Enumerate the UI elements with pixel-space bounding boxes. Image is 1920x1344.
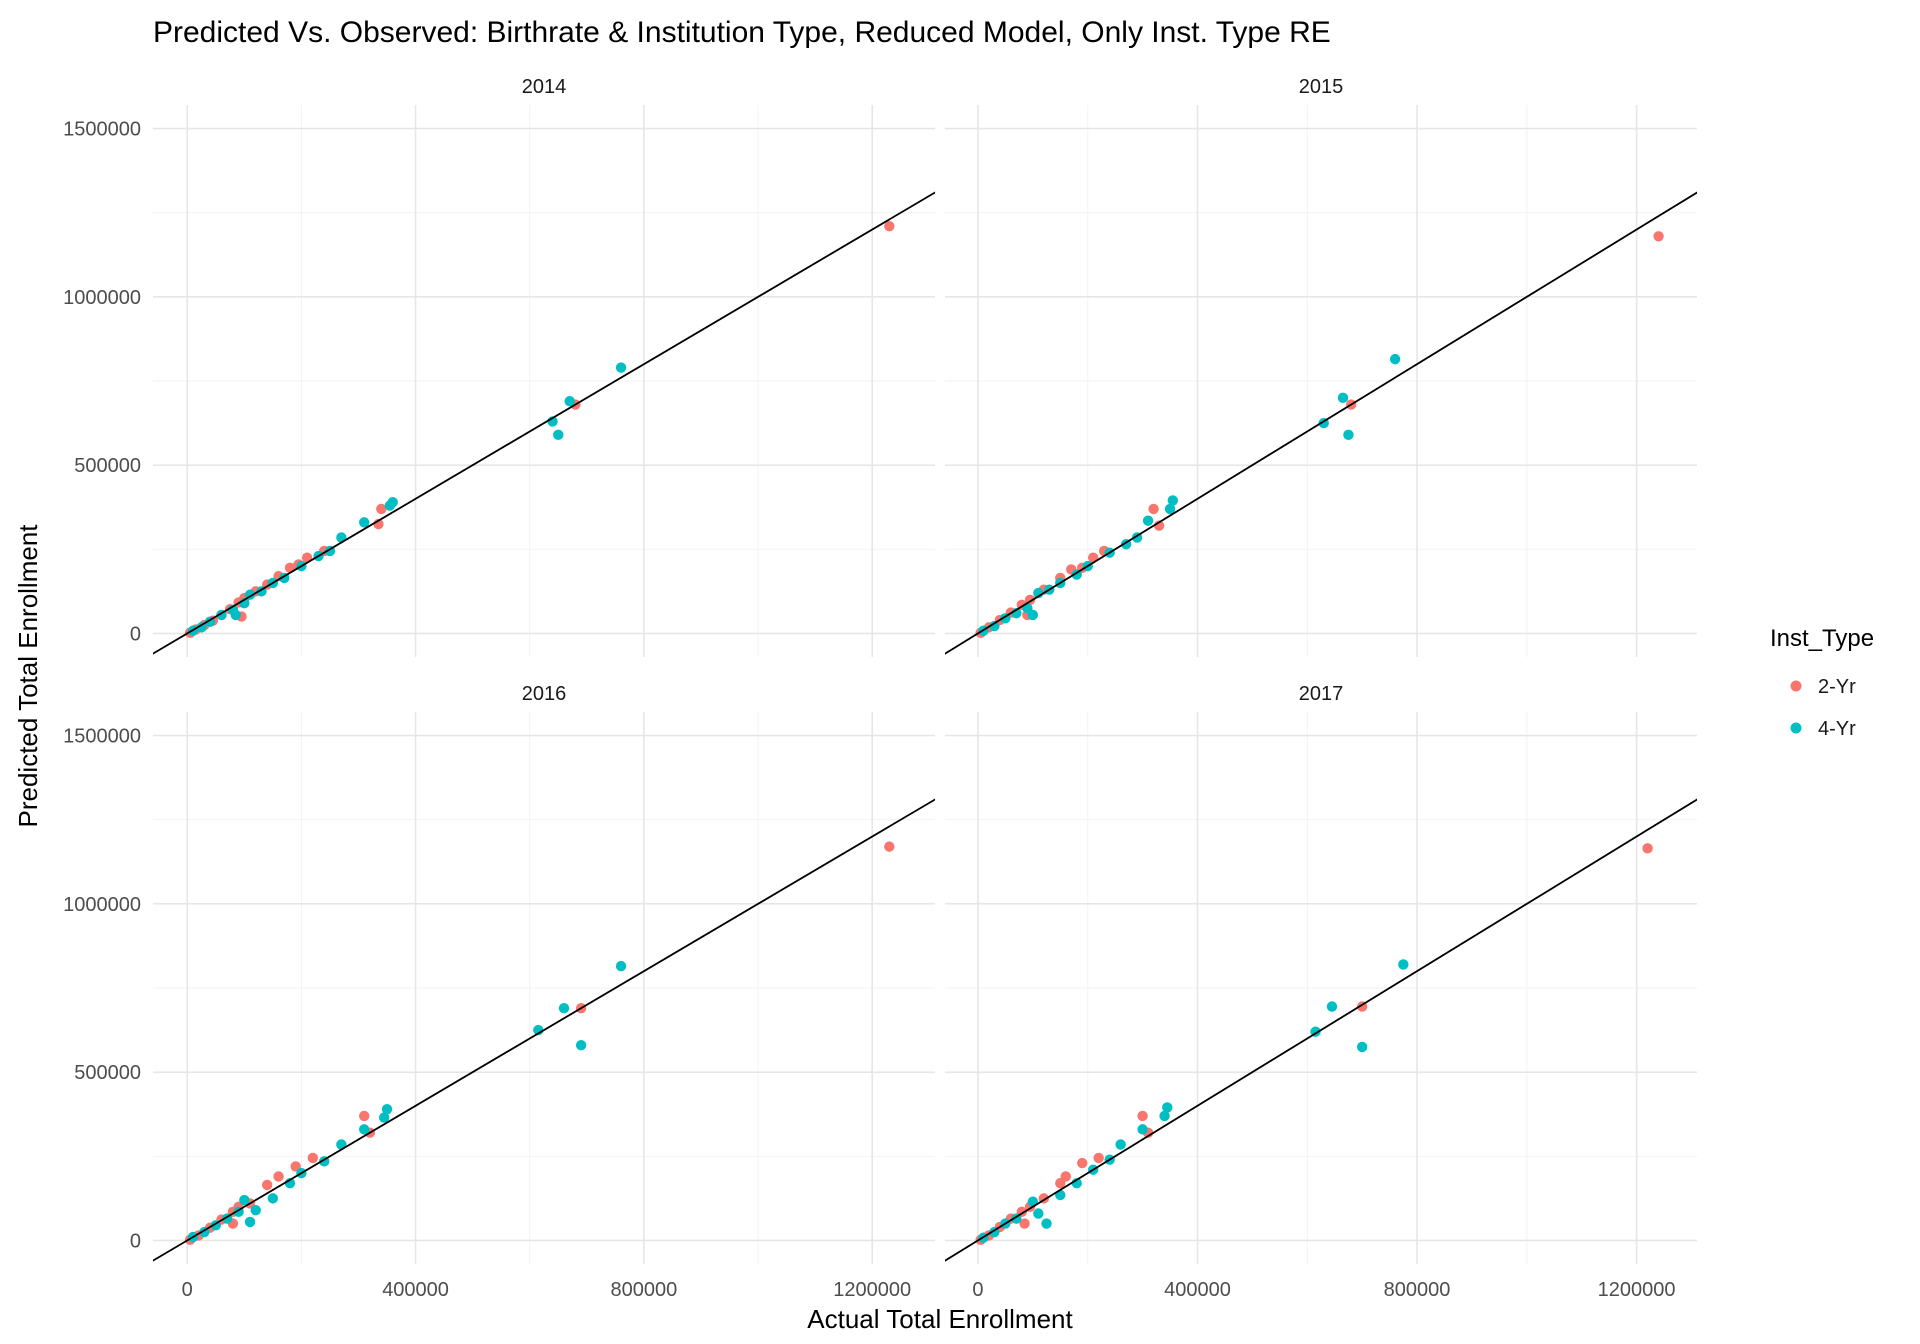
- point-4-Yr: [1159, 1110, 1170, 1122]
- facet-title: 2017: [1299, 683, 1344, 705]
- point-2-Yr: [1642, 843, 1653, 854]
- point-4-Yr: [230, 609, 241, 621]
- point-4-Yr: [1326, 1001, 1338, 1012]
- x-tick-label: 800000: [1384, 1279, 1451, 1301]
- y-tick-label: 1000000: [63, 287, 141, 309]
- point-4-Yr: [1027, 609, 1039, 621]
- x-tick-label: 0: [182, 1279, 193, 1301]
- point-2-Yr: [1137, 1110, 1148, 1122]
- point-4-Yr: [575, 1040, 587, 1051]
- point-2-Yr: [1060, 1171, 1071, 1182]
- point-4-Yr: [244, 1216, 256, 1228]
- point-4-Yr: [1389, 353, 1401, 365]
- point-2-Yr: [1019, 1218, 1030, 1229]
- point-4-Yr: [1164, 503, 1176, 515]
- x-tick-label: 0: [972, 1279, 983, 1301]
- point-4-Yr: [1337, 392, 1349, 404]
- grid: [945, 105, 1697, 657]
- point-4-Yr: [558, 1002, 570, 1014]
- facet-panel-2017: 2017 0 400000 800000 1200000: [945, 683, 1697, 1301]
- x-tick-label: 1200000: [1598, 1279, 1676, 1301]
- point-4-Yr: [1356, 1041, 1368, 1053]
- point-4-Yr: [250, 1204, 261, 1216]
- point-4-Yr: [267, 1193, 279, 1204]
- chart-title: Predicted Vs. Observed: Birthrate & Inst…: [153, 16, 1331, 49]
- point-4-Yr: [1142, 515, 1154, 526]
- point-4-Yr: [1115, 1139, 1126, 1150]
- grid: [153, 105, 935, 657]
- point-2-Yr: [273, 1171, 284, 1182]
- y-tick-label: 1000000: [63, 894, 141, 916]
- point-4-Yr: [615, 960, 627, 972]
- point-2-Yr: [1148, 503, 1159, 515]
- points: [975, 231, 1664, 638]
- point-4-Yr: [564, 395, 575, 407]
- point-4-Yr: [387, 496, 398, 508]
- point-2-Yr: [884, 220, 895, 232]
- point-2-Yr: [261, 1179, 273, 1191]
- points: [184, 220, 895, 638]
- x-tick-label: 800000: [611, 1279, 678, 1301]
- point-4-Yr: [615, 362, 627, 373]
- point-4-Yr: [1343, 429, 1354, 441]
- x-tick-label: 400000: [382, 1279, 449, 1301]
- point-4-Yr: [989, 620, 1000, 632]
- point-4-Yr: [381, 1103, 393, 1115]
- y-tick-label: 500000: [74, 1062, 141, 1084]
- point-4-Yr: [1398, 959, 1409, 970]
- point-4-Yr: [1162, 1102, 1173, 1113]
- points: [184, 841, 895, 1245]
- point-4-Yr: [378, 1112, 390, 1123]
- reference-line: [153, 191, 935, 655]
- point-4-Yr: [358, 517, 370, 528]
- y-tick-label: 0: [130, 1230, 141, 1252]
- facet-panel-2015: 2015: [945, 76, 1697, 657]
- facet-panels: 2014 0 500000 1000000 1500000 2015 2016 0 500000…: [63, 76, 1697, 1301]
- y-axis-label: Predicted Total Enrollment: [13, 524, 43, 828]
- legend-key-2-Yr: [1790, 680, 1802, 692]
- facet-title: 2014: [522, 76, 567, 98]
- facet-title: 2015: [1299, 76, 1344, 98]
- x-tick-label: 1200000: [833, 1279, 911, 1301]
- y-tick-label: 0: [130, 623, 141, 645]
- y-tick-label: 500000: [74, 455, 141, 477]
- point-4-Yr: [196, 622, 207, 633]
- legend-label: 2-Yr: [1818, 676, 1856, 698]
- point-2-Yr: [1093, 1152, 1104, 1164]
- point-2-Yr: [1077, 1157, 1088, 1169]
- facet-panel-2016: 2016 0 500000 1000000 1500000 0 400000 800000 12…: [63, 683, 935, 1301]
- legend-title: Inst_Type: [1770, 625, 1874, 652]
- reference-line: [153, 798, 935, 1262]
- point-4-Yr: [1033, 1208, 1044, 1219]
- point-2-Yr: [1653, 231, 1664, 242]
- point-2-Yr: [376, 503, 387, 515]
- reference-line: [945, 191, 1697, 655]
- point-2-Yr: [358, 1110, 370, 1122]
- legend-label: 4-Yr: [1818, 718, 1856, 740]
- y-tick-label: 1500000: [63, 726, 141, 748]
- point-4-Yr: [239, 1194, 250, 1206]
- facet-title: 2016: [522, 683, 567, 705]
- point-4-Yr: [358, 1124, 370, 1135]
- legend: Inst_Type 2-Yr 4-Yr: [1770, 625, 1874, 740]
- x-tick-label: 400000: [1164, 1279, 1231, 1301]
- legend-key-4-Yr: [1790, 722, 1802, 734]
- point-4-Yr: [553, 429, 564, 441]
- point-2-Yr: [884, 841, 895, 852]
- reference-line: [945, 798, 1697, 1262]
- y-tick-label: 1500000: [63, 119, 141, 141]
- point-2-Yr: [307, 1152, 319, 1164]
- grid: [945, 712, 1697, 1264]
- facet-panel-2014: 2014 0 500000 1000000 1500000: [63, 76, 935, 657]
- x-axis-label: Actual Total Enrollment: [807, 1304, 1073, 1334]
- point-4-Yr: [1041, 1218, 1052, 1229]
- point-4-Yr: [1137, 1124, 1148, 1135]
- point-4-Yr: [1167, 495, 1178, 506]
